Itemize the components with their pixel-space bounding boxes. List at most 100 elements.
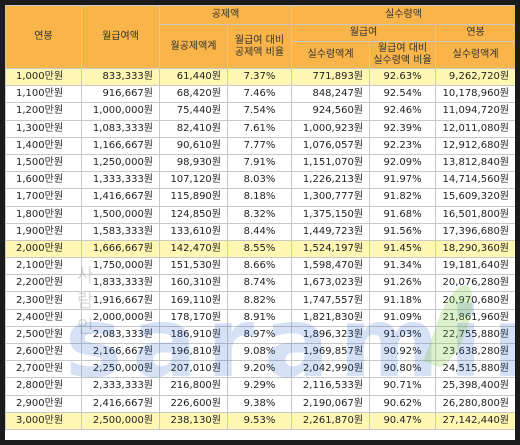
- table-cell: 1,226,213원: [291, 171, 371, 190]
- table-cell: 1,333,333원: [81, 171, 160, 190]
- table-cell: 2,100만원: [5, 257, 82, 276]
- table-cell: 3,000만원: [5, 411, 82, 430]
- table-cell: 1,583,333원: [81, 222, 160, 241]
- table-cell: 90.71%: [369, 377, 437, 396]
- table-cell: 1,449,723원: [291, 222, 371, 241]
- table-cell: 92.63%: [369, 67, 437, 87]
- table-cell: 216,800원: [159, 377, 228, 396]
- table-cell: 2,083,333원: [81, 325, 160, 345]
- table-cell: 23,638,280원: [435, 342, 515, 362]
- col-header-net-monthly: 실수령액계: [291, 41, 371, 69]
- table-row: 1,300만원 1,083,333원 82,410원 7.61% 1,000,923원 9…: [5, 119, 515, 138]
- table-cell: 2,500,000원: [81, 411, 160, 430]
- table-cell: 90.47%: [369, 411, 437, 430]
- table-row: 2,600만원 2,166,667원 196,810원 9.08% 1,969,857원…: [5, 342, 515, 362]
- table-cell: 2,500만원: [5, 325, 82, 345]
- table-cell: 1,000,923원: [291, 119, 371, 138]
- table-cell: 18,290,360원: [435, 239, 515, 259]
- table-cell: 924,560원: [291, 102, 371, 121]
- table-cell: 2,700만원: [5, 360, 82, 379]
- table-row: 3,000만원 2,500,000원 238,130원 9.53% 2,261,870원…: [5, 411, 515, 430]
- table-cell: 2,000,000원: [81, 308, 160, 327]
- col-header-net-ratio: 월급여 대비 실수령액 비율: [369, 41, 437, 69]
- table-cell: 771,893원: [291, 67, 371, 87]
- table-cell: 8.03%: [226, 171, 293, 190]
- table-cell: 115,890원: [159, 188, 228, 207]
- table-cell: 91.56%: [369, 222, 437, 241]
- table-cell: 1,916,667원: [81, 291, 160, 310]
- table-cell: 92.23%: [369, 136, 437, 155]
- table-cell: 169,110원: [159, 291, 228, 310]
- table-cell: 92.39%: [369, 119, 437, 138]
- table-cell: 1,100만원: [5, 85, 82, 104]
- table-cell: 2,800만원: [5, 377, 82, 396]
- table-cell: 14,714,560원: [435, 171, 515, 190]
- table-row: 2,400만원 2,000,000원 178,170원 8.91% 1,821,830원…: [5, 308, 515, 327]
- table-cell: 9.20%: [226, 360, 293, 379]
- table-cell: 1,747,557원: [291, 291, 371, 310]
- table-cell: 98,930원: [159, 153, 228, 173]
- table-cell: 1,524,197원: [291, 239, 371, 259]
- table-cell: 1,151,070원: [291, 153, 371, 173]
- table-cell: 92.54%: [369, 85, 437, 104]
- table-cell: 238,130원: [159, 411, 228, 430]
- table-cell: 9.38%: [226, 394, 293, 413]
- table-cell: 1,200만원: [5, 102, 82, 121]
- table-cell: 7.61%: [226, 119, 293, 138]
- table-cell: 8.32%: [226, 205, 293, 224]
- table-cell: 9.29%: [226, 377, 293, 396]
- table-cell: 226,600원: [159, 394, 228, 413]
- col-header-net-annual: 실수령액계: [435, 41, 515, 69]
- table-cell: 1,900만원: [5, 222, 82, 241]
- table-cell: 20,076,280원: [435, 274, 515, 293]
- table-row: 2,700만원 2,250,000원 207,010원 9.20% 2,042,990원…: [5, 360, 515, 379]
- table-cell: 160,310원: [159, 274, 228, 293]
- col-header-annual: 연봉: [5, 5, 82, 69]
- table-cell: 196,810원: [159, 342, 228, 362]
- table-cell: 151,530원: [159, 257, 228, 276]
- table-cell: 8.18%: [226, 188, 293, 207]
- table-cell: 2,600만원: [5, 342, 82, 362]
- table-cell: 2,300만원: [5, 291, 82, 310]
- table-row: 1,200만원 1,000,000원 75,440원 7.54% 924,560원 92.…: [5, 102, 515, 121]
- table-cell: 92.46%: [369, 102, 437, 121]
- table-row: 2,000만원 1,666,667원 142,470원 8.55% 1,524,197원…: [5, 239, 515, 259]
- table-cell: 17,396,680원: [435, 222, 515, 241]
- table-cell: 1,896,323원: [291, 325, 371, 345]
- table-cell: 1,500만원: [5, 153, 82, 173]
- table-cell: 91.09%: [369, 308, 437, 327]
- table-cell: 2,166,667원: [81, 342, 160, 362]
- table-row: 1,800만원 1,500,000원 124,850원 8.32% 1,375,150원…: [5, 205, 515, 224]
- group-header-net-monthly: 월급여: [291, 24, 437, 42]
- table-cell: 1,400만원: [5, 136, 82, 155]
- table-cell: 91.18%: [369, 291, 437, 310]
- table-cell: 68,420원: [159, 85, 228, 104]
- table-row: 2,900만원 2,416,667원 226,600원 9.38% 2,190,067원…: [5, 394, 515, 413]
- table-cell: 9,262,720원: [435, 67, 515, 87]
- table-cell: 1,300,777원: [291, 188, 371, 207]
- table-cell: 82,410원: [159, 119, 228, 138]
- table-cell: 90.92%: [369, 342, 437, 362]
- table-cell: 107,120원: [159, 171, 228, 190]
- table-cell: 90,610원: [159, 136, 228, 155]
- table-cell: 24,515,880원: [435, 360, 515, 379]
- table-cell: 8.91%: [226, 308, 293, 327]
- table-cell: 91.97%: [369, 171, 437, 190]
- table-row: 1,000만원 833,333원 61,440원 7.37% 771,893원 92.63…: [5, 67, 515, 87]
- table-cell: 12,011,080원: [435, 119, 515, 138]
- table-cell: 1,598,470원: [291, 257, 371, 276]
- table-cell: 1,300만원: [5, 119, 82, 138]
- table-cell: 75,440원: [159, 102, 228, 121]
- table-cell: 7.37%: [226, 67, 293, 87]
- table-cell: 8.66%: [226, 257, 293, 276]
- table-row: 2,100만원 1,750,000원 151,530원 8.66% 1,598,470원…: [5, 257, 515, 276]
- table-cell: 124,850원: [159, 205, 228, 224]
- table-cell: 8.55%: [226, 239, 293, 259]
- table-cell: 21,861,960원: [435, 308, 515, 327]
- table-cell: 1,166,667원: [81, 136, 160, 155]
- deduction-ratio-line2: 공제액 비율: [234, 46, 285, 58]
- table-cell: 848,247원: [291, 85, 371, 104]
- table-cell: 8.44%: [226, 222, 293, 241]
- table-cell: 8.74%: [226, 274, 293, 293]
- table-cell: 8.97%: [226, 325, 293, 345]
